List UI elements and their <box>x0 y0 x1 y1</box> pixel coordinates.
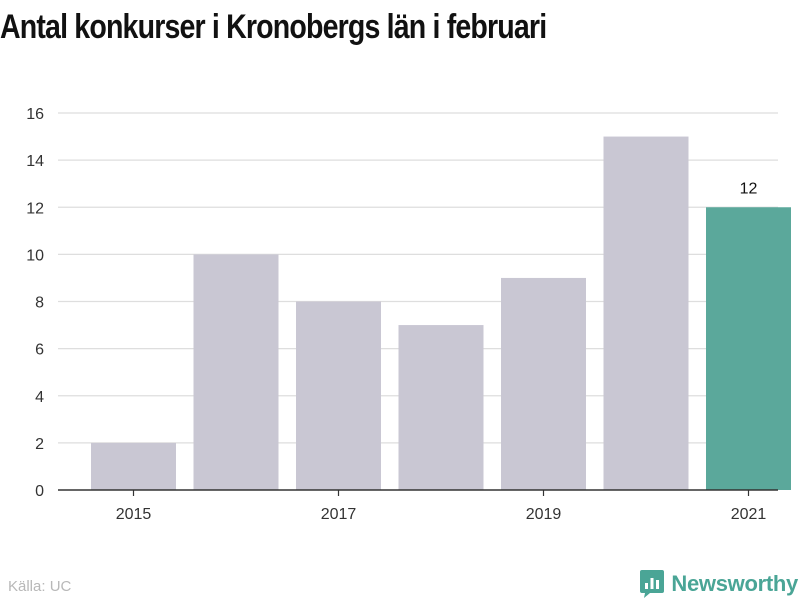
data-labels: 12 <box>740 180 758 197</box>
y-axis-tick-labels: 0 2 4 6 8 10 12 14 16 <box>26 106 44 500</box>
chart-title: Antal konkurser i Kronobergs län i febru… <box>0 8 547 46</box>
y-tick-label: 10 <box>26 247 44 264</box>
bar-2015 <box>91 442 176 490</box>
bar-chart: 0 2 4 6 8 10 12 14 16 2015 2017 2019 2021 12 <box>26 106 791 523</box>
y-tick-label: 2 <box>35 436 44 453</box>
source-note: Källa: UC <box>8 578 72 595</box>
x-tick-label: 2015 <box>116 506 152 523</box>
brand-logo: Newsworthy <box>639 569 798 599</box>
brand-name: Newsworthy <box>671 571 798 596</box>
bar-2016 <box>193 254 279 490</box>
y-tick-label: 16 <box>26 106 44 123</box>
y-tick-label: 4 <box>35 389 44 406</box>
x-tick-label: 2021 <box>731 506 767 523</box>
x-tick-label: 2017 <box>321 506 357 523</box>
newsworthy-logo-icon <box>640 570 665 598</box>
x-tick-label: 2019 <box>526 506 562 523</box>
y-tick-label: 8 <box>35 295 44 312</box>
bars <box>91 136 791 490</box>
y-tick-label: 12 <box>26 200 44 217</box>
bar-2020 <box>603 136 689 490</box>
y-tick-label: 6 <box>35 342 44 359</box>
y-tick-label: 14 <box>26 153 44 170</box>
bar-2017 <box>296 301 381 490</box>
data-label-2021: 12 <box>740 180 758 197</box>
x-axis-tick-labels: 2015 2017 2019 2021 <box>116 490 767 523</box>
y-tick-label: 0 <box>35 483 44 500</box>
bar-2018 <box>398 325 484 490</box>
bar-2019 <box>501 277 586 490</box>
bar-2021 <box>706 207 791 490</box>
